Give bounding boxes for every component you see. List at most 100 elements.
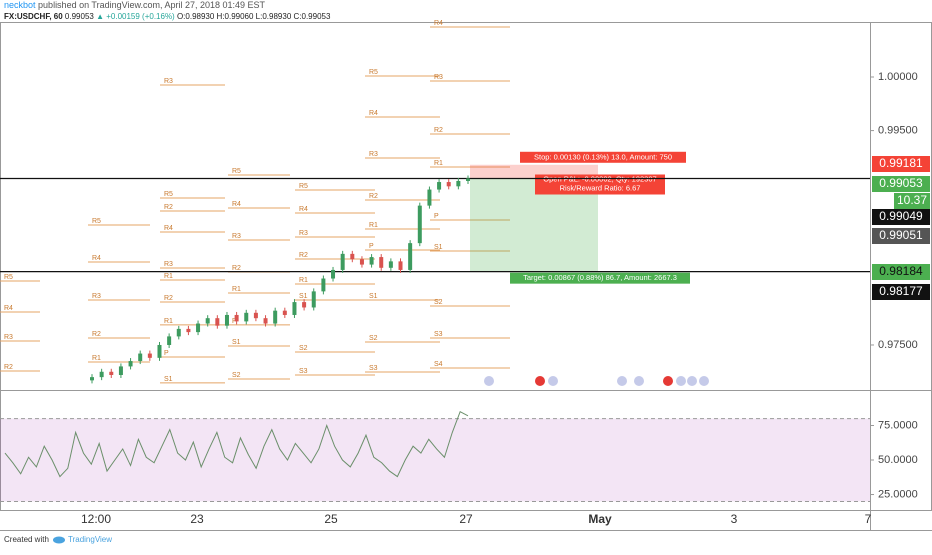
pivot-label: S3 bbox=[434, 331, 443, 338]
symbol-line: FX:USDCHF, 60 0.99053 ▲ +0.00159 (+0.16%… bbox=[4, 12, 331, 21]
user[interactable]: neckbot bbox=[4, 0, 36, 10]
candle bbox=[224, 314, 229, 326]
candle bbox=[302, 302, 307, 308]
axis-label: 0.98184 bbox=[879, 264, 923, 278]
pivot-label: R1 bbox=[164, 273, 173, 280]
rsi-line bbox=[4, 410, 469, 478]
candle bbox=[176, 328, 181, 337]
x-tick-label: 12:00 bbox=[81, 512, 111, 526]
candle bbox=[196, 323, 201, 333]
candle bbox=[437, 182, 442, 190]
pivot-label: S1 bbox=[164, 376, 173, 383]
pivot-label: S1 bbox=[232, 339, 241, 346]
candle bbox=[263, 318, 268, 324]
brand-logo bbox=[53, 536, 65, 544]
candle bbox=[398, 261, 403, 270]
candle bbox=[99, 371, 104, 378]
pivot-label: R2 bbox=[164, 204, 173, 211]
pivot-label: R4 bbox=[369, 110, 378, 117]
header-line: neckbot published on TradingView.com, Ap… bbox=[4, 0, 266, 10]
candle bbox=[388, 261, 393, 268]
pivot-label: R3 bbox=[4, 334, 13, 341]
axis-label: 0.99053 bbox=[879, 176, 923, 190]
event-icon bbox=[699, 376, 709, 386]
event-icon bbox=[617, 376, 627, 386]
candle bbox=[215, 318, 220, 326]
pivot-label: R5 bbox=[299, 183, 308, 190]
x-tick-label: 3 bbox=[731, 512, 738, 526]
axis-label-bg bbox=[872, 176, 930, 192]
pivot-label: S1 bbox=[369, 293, 378, 300]
axis-label: 0.99049 bbox=[879, 209, 923, 223]
y-tick-label: 0.99500 bbox=[878, 124, 918, 136]
pivot-label: P bbox=[164, 350, 169, 357]
candle bbox=[128, 361, 133, 367]
target-label-bg bbox=[510, 272, 690, 284]
axis-label-bg bbox=[872, 264, 930, 280]
event-icons bbox=[484, 376, 709, 386]
pivot-label: R1 bbox=[232, 286, 241, 293]
candle bbox=[273, 310, 278, 324]
pivot-label: R3 bbox=[164, 78, 173, 85]
symbol: FX:USDCHF, 60 bbox=[4, 12, 63, 21]
candle bbox=[244, 312, 249, 322]
pivot-label: S3 bbox=[369, 365, 378, 372]
pivot-label: R1 bbox=[92, 355, 101, 362]
footer-created: Created with bbox=[4, 535, 49, 544]
pivot-label: R2 bbox=[299, 252, 308, 259]
candle bbox=[253, 312, 258, 319]
x-tick-label: 7 bbox=[865, 512, 872, 526]
candle bbox=[379, 257, 384, 268]
event-icon bbox=[484, 376, 494, 386]
pivot-label: R2 bbox=[232, 265, 241, 272]
pivot-label: S2 bbox=[299, 345, 308, 352]
candle bbox=[427, 189, 432, 206]
pivot-label: R1 bbox=[434, 160, 443, 167]
pivot-label: R3 bbox=[232, 233, 241, 240]
candle bbox=[282, 310, 287, 315]
event-icon bbox=[535, 376, 545, 386]
event-icon bbox=[676, 376, 686, 386]
axis-label-bg bbox=[894, 193, 930, 209]
pivot-label: R1 bbox=[299, 277, 308, 284]
axis-label: 0.99181 bbox=[879, 156, 923, 170]
y-tick-label: 50.0000 bbox=[878, 454, 918, 466]
pivot-label: R5 bbox=[232, 168, 241, 175]
footer-brand[interactable]: TradingView bbox=[68, 535, 112, 544]
x-tick-label: 23 bbox=[190, 512, 204, 526]
event-icon bbox=[634, 376, 644, 386]
event-icon bbox=[548, 376, 558, 386]
x-tick-label: 27 bbox=[459, 512, 473, 526]
pivot-label: R2 bbox=[434, 127, 443, 134]
pivot-label: R3 bbox=[299, 230, 308, 237]
pivot-label: R4 bbox=[164, 225, 173, 232]
candle bbox=[350, 253, 355, 260]
pivot-label: R1 bbox=[369, 222, 378, 229]
pivot-label: S1 bbox=[434, 244, 443, 251]
y-tick-label: 0.97500 bbox=[878, 339, 918, 351]
pivot-label: S2 bbox=[369, 335, 378, 342]
pivot-label: R1 bbox=[164, 318, 173, 325]
pivot-label: S4 bbox=[434, 361, 443, 368]
candle bbox=[90, 377, 94, 381]
pivot-label: P bbox=[369, 243, 374, 250]
y-tick-label: 75.0000 bbox=[878, 419, 918, 431]
x-tick-label: May bbox=[588, 512, 612, 526]
pivot-label: S2 bbox=[232, 372, 241, 379]
candle bbox=[369, 257, 374, 265]
pivot-label: R3 bbox=[369, 151, 378, 158]
event-icon bbox=[663, 376, 673, 386]
stop-label: Stop: 0.00130 (0.13%) 13.0, Amount: 750 bbox=[534, 152, 672, 161]
candle bbox=[417, 205, 422, 244]
candle bbox=[340, 253, 345, 270]
pivot-label: R2 bbox=[164, 295, 173, 302]
candle bbox=[446, 182, 451, 187]
candle bbox=[359, 259, 364, 265]
pivot-label: R2 bbox=[369, 193, 378, 200]
published: published on TradingView.com, April 27, … bbox=[38, 0, 265, 10]
pnl-label-bg bbox=[535, 174, 665, 195]
pivot-label: R2 bbox=[4, 364, 13, 371]
